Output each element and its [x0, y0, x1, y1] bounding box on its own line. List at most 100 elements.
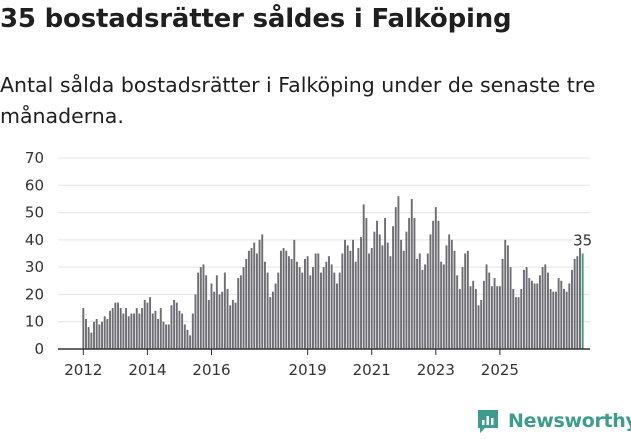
newsworthy-icon: [478, 410, 498, 433]
newsworthy-logo[interactable]: Newsworthy: [476, 408, 631, 434]
bar: [314, 253, 317, 349]
bar: [376, 220, 379, 349]
bar: [218, 294, 221, 349]
bar: [410, 198, 413, 349]
bar: [421, 269, 424, 349]
bar: [178, 310, 181, 349]
bar: [333, 272, 336, 349]
bar: [122, 313, 125, 349]
bar: [330, 264, 333, 349]
bar: [472, 280, 475, 349]
bar: [309, 275, 312, 349]
y-tick-label: 40: [25, 231, 44, 249]
bar: [253, 242, 256, 349]
bar: [506, 245, 509, 349]
bar: [199, 267, 202, 349]
bar: [405, 231, 408, 349]
bar: [538, 275, 541, 349]
bar: [424, 264, 427, 349]
bar: [349, 250, 352, 349]
bar: [285, 250, 288, 349]
bar: [520, 288, 523, 349]
bar: [536, 283, 539, 349]
bar: [95, 318, 98, 349]
bar: [119, 308, 122, 349]
bar: [255, 253, 258, 349]
chart-subtitle: Antal sålda bostadsrätter i Falköping un…: [0, 73, 596, 128]
bar: [442, 264, 445, 349]
bar: [496, 286, 499, 349]
bar: [386, 242, 389, 349]
bar: [490, 286, 493, 349]
bar: [560, 280, 563, 349]
bar: [482, 280, 485, 349]
bar: [373, 231, 376, 349]
bar: [477, 305, 480, 349]
bar: [85, 318, 87, 349]
bar: [352, 239, 354, 349]
bar: [525, 267, 528, 349]
bar: [93, 321, 95, 349]
bar: [434, 207, 437, 349]
bar: [114, 302, 117, 349]
bar: [416, 258, 419, 349]
bar: [261, 234, 264, 349]
bar: [143, 299, 146, 349]
bar: [90, 332, 93, 349]
bar: [432, 220, 435, 349]
bar: [247, 250, 250, 349]
bar: [130, 313, 133, 349]
bar: [197, 272, 200, 349]
bar: [514, 297, 517, 349]
bar: [579, 248, 581, 349]
bar: [480, 299, 483, 349]
bar: [146, 302, 149, 349]
bar: [194, 294, 197, 349]
bar: [544, 264, 547, 349]
bar: [175, 302, 178, 349]
bar: [354, 261, 357, 349]
bar: [458, 288, 461, 349]
bar: [210, 283, 213, 349]
x-tick-label: 2016: [192, 361, 230, 379]
bar: [213, 291, 216, 349]
bar: [485, 264, 488, 349]
bar: [133, 313, 136, 349]
bar: [378, 234, 381, 349]
bar-latest: [581, 253, 584, 349]
bar: [258, 239, 261, 349]
bar: [205, 275, 208, 349]
bar: [274, 283, 277, 349]
bar: [341, 253, 344, 349]
bar: [125, 308, 128, 349]
bar: [167, 324, 170, 349]
bar: [344, 239, 346, 349]
bar: [106, 318, 109, 349]
bar: [461, 267, 464, 349]
bars: [82, 196, 584, 349]
bar: [312, 267, 314, 349]
bar: [181, 313, 184, 349]
bar: [573, 258, 576, 349]
bar: [571, 269, 573, 349]
bar: [111, 308, 114, 349]
bar: [381, 245, 384, 349]
bar: [304, 258, 306, 349]
bar: [549, 288, 552, 349]
x-tick-label: 2019: [289, 361, 327, 379]
bar: [282, 248, 285, 349]
bar: [295, 261, 298, 349]
bar: [82, 308, 85, 349]
bar: [186, 329, 189, 349]
bar: [450, 239, 453, 349]
bar: [448, 234, 451, 349]
bar: [338, 272, 341, 349]
bar: [98, 324, 101, 349]
bar: [170, 305, 173, 349]
y-axis-ticks: 0 10 20 30 40 50 60 70: [25, 149, 44, 358]
bar: [488, 272, 491, 349]
bar: [440, 261, 443, 349]
bar: [509, 267, 512, 349]
gridlines: [58, 157, 590, 323]
bar: [127, 316, 130, 349]
